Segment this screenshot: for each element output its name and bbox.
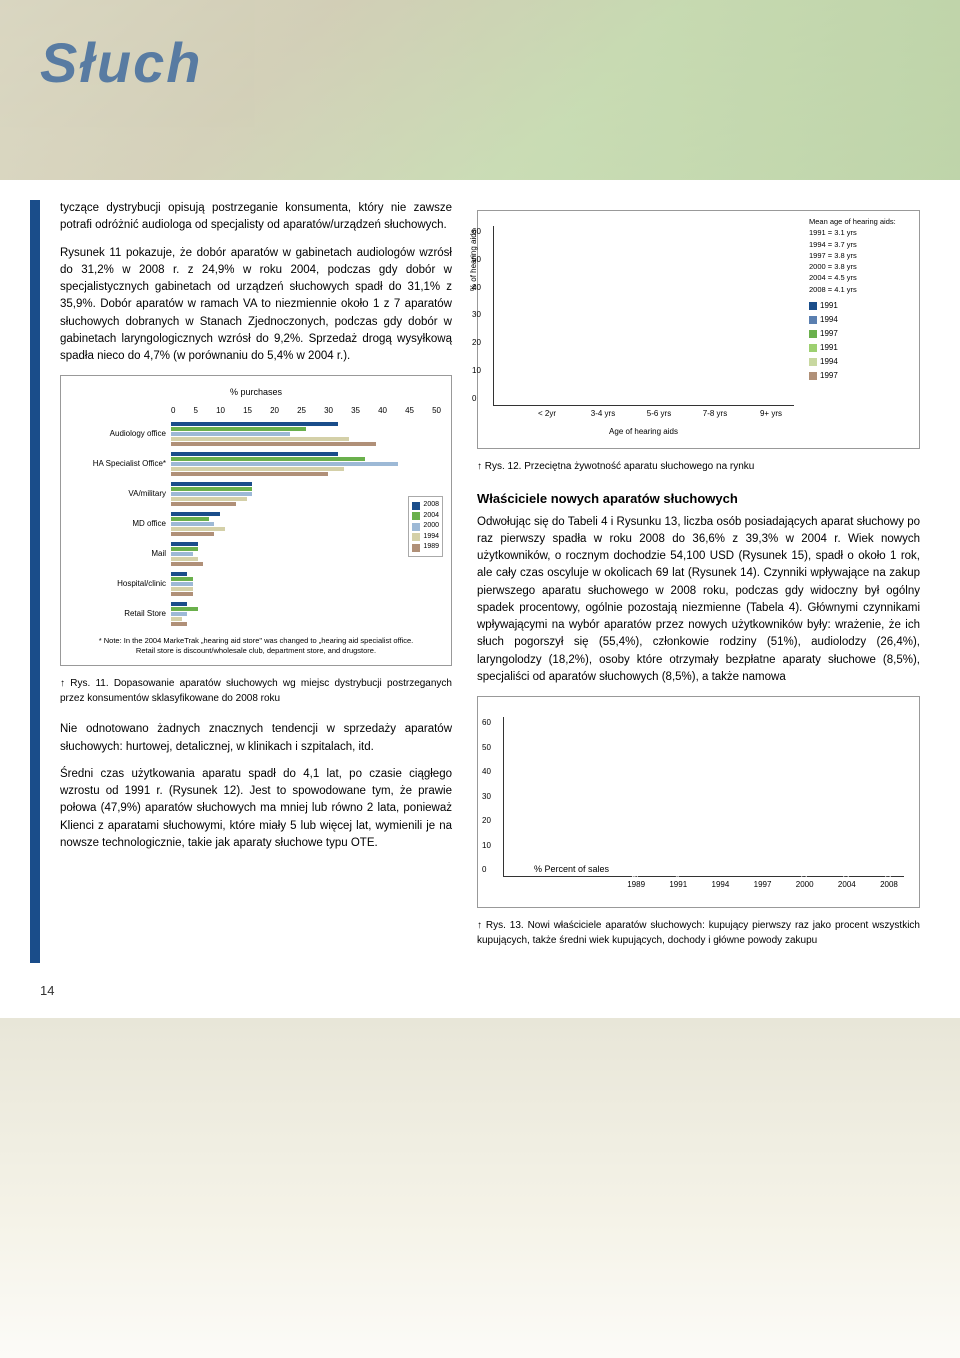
hbar-label: Mail xyxy=(71,548,171,560)
hbar xyxy=(171,572,187,576)
hbar xyxy=(171,542,198,546)
caption-13: ↑ Rys. 13. Nowi właściciele aparatów słu… xyxy=(477,918,920,948)
x-tick-label: 2000 xyxy=(790,879,820,891)
hbar-label: VA/military xyxy=(71,488,171,500)
hbar xyxy=(171,522,214,526)
hbar xyxy=(171,562,203,566)
chart-13: 6050403020100 % Percent of sales 53.4198… xyxy=(477,696,920,908)
hbar xyxy=(171,512,220,516)
mean-age-box: Mean age of hearing aids: 1991 = 3.1 yrs… xyxy=(809,216,909,295)
paragraph: Odwołując się do Tabeli 4 i Rysunku 13, … xyxy=(477,514,920,687)
hbar-label: Audiology office xyxy=(71,428,171,440)
paragraph: Średni czas użytkowania aparatu spadł do… xyxy=(60,766,452,852)
hbar xyxy=(171,497,247,501)
x-tick-label: < 2yr xyxy=(524,408,570,420)
hbar xyxy=(171,532,214,536)
hbar xyxy=(171,602,187,606)
x-tick-label: 2004 xyxy=(832,879,862,891)
chart-footnote: * Note: In the 2004 MarkeTrak „hearing a… xyxy=(71,636,441,656)
hbar-row: Retail Store xyxy=(71,600,441,628)
x-axis-ticks: 05101520253035404550 xyxy=(71,405,441,417)
x-tick-label: 7-8 yrs xyxy=(692,408,738,420)
hbar xyxy=(171,487,252,491)
hbar xyxy=(171,617,182,621)
paragraph: Nie odnotowano żadnych znacznych tendenc… xyxy=(60,721,452,756)
hbar-label: HA Specialist Office* xyxy=(71,458,171,470)
right-column: 6050403020100 % of hearing aids < 2yr3-4… xyxy=(477,200,920,963)
hbar xyxy=(171,482,252,486)
hbar-row: HA Specialist Office* xyxy=(71,450,441,478)
y-axis-ticks: 6050403020100 xyxy=(482,717,491,876)
x-tick-label: 9+ yrs xyxy=(748,408,794,420)
caption-12: ↑ Rys. 12. Przeciętna żywotność aparatu … xyxy=(477,459,920,474)
sidebar-marker xyxy=(30,200,40,963)
page-number: 14 xyxy=(0,983,960,1018)
hbar xyxy=(171,462,398,466)
hbar xyxy=(171,582,193,586)
x-tick-label: 1997 xyxy=(747,879,777,891)
chart-12-plot: 6050403020100 % of hearing aids < 2yr3-4… xyxy=(493,226,794,406)
left-column: tyczące dystrybucji opisują postrzeganie… xyxy=(60,200,452,963)
paragraph: Rysunek 11 pokazuje, że dobór aparatów w… xyxy=(60,245,452,366)
x-tick-label: 2008 xyxy=(874,879,904,891)
hero-banner: Słuch xyxy=(0,0,960,180)
hbar xyxy=(171,527,225,531)
hbar xyxy=(171,592,193,596)
section-heading: Właściciele nowych aparatów słuchowych xyxy=(477,489,920,509)
x-tick-label: 1989 xyxy=(621,879,651,891)
hbar xyxy=(171,457,365,461)
main-content: tyczące dystrybucji opisują postrzeganie… xyxy=(0,180,960,983)
hbar-row: MD office xyxy=(71,510,441,538)
hbar xyxy=(171,442,376,446)
chart-axis-title: % purchases xyxy=(71,386,441,400)
chart-11: % purchases 05101520253035404550 Audiolo… xyxy=(60,375,452,666)
chart-12: 6050403020100 % of hearing aids < 2yr3-4… xyxy=(477,210,920,449)
paragraph: tyczące dystrybucji opisują postrzeganie… xyxy=(60,200,452,235)
hbar xyxy=(171,557,198,561)
x-tick-label: 5-6 yrs xyxy=(636,408,682,420)
hbar xyxy=(171,517,209,521)
hbar xyxy=(171,472,328,476)
hbar xyxy=(171,587,193,591)
hbar xyxy=(171,422,338,426)
chart-legend: 199119941997199119941997 xyxy=(809,300,909,382)
page-title: Słuch xyxy=(40,30,202,95)
hbar-row: Audiology office xyxy=(71,420,441,448)
hbar-row: VA/military xyxy=(71,480,441,508)
hbar xyxy=(171,467,344,471)
hbar xyxy=(171,607,198,611)
hbar-row: Hospital/clinic xyxy=(71,570,441,598)
hbar xyxy=(171,427,306,431)
hbar-label: MD office xyxy=(71,518,171,530)
hbar xyxy=(171,612,187,616)
x-tick-label: 3-4 yrs xyxy=(580,408,626,420)
hbar-label: Hospital/clinic xyxy=(71,578,171,590)
x-tick-label: 1994 xyxy=(705,879,735,891)
hbar-row: Mail xyxy=(71,540,441,568)
hbar xyxy=(171,432,290,436)
y-axis-label: % Percent of sales xyxy=(534,863,609,877)
hbar xyxy=(171,552,193,556)
chart-13-plot: 6050403020100 % Percent of sales 53.4198… xyxy=(503,717,904,877)
hbar xyxy=(171,437,349,441)
x-tick-label: 1991 xyxy=(663,879,693,891)
hbar xyxy=(171,547,198,551)
y-axis-label: % of hearing aids xyxy=(468,229,480,291)
caption-11: ↑ Rys. 11. Dopasowanie aparatów słuchowy… xyxy=(60,676,452,706)
hbar xyxy=(171,502,236,506)
hbar xyxy=(171,577,193,581)
hbar xyxy=(171,622,187,626)
chart-legend: 20082004200019941989 xyxy=(408,496,443,557)
hbar xyxy=(171,492,252,496)
hbar xyxy=(171,452,338,456)
columns: tyczące dystrybucji opisują postrzeganie… xyxy=(60,200,920,963)
hbar-label: Retail Store xyxy=(71,608,171,620)
x-axis-label: Age of hearing aids xyxy=(488,426,799,438)
